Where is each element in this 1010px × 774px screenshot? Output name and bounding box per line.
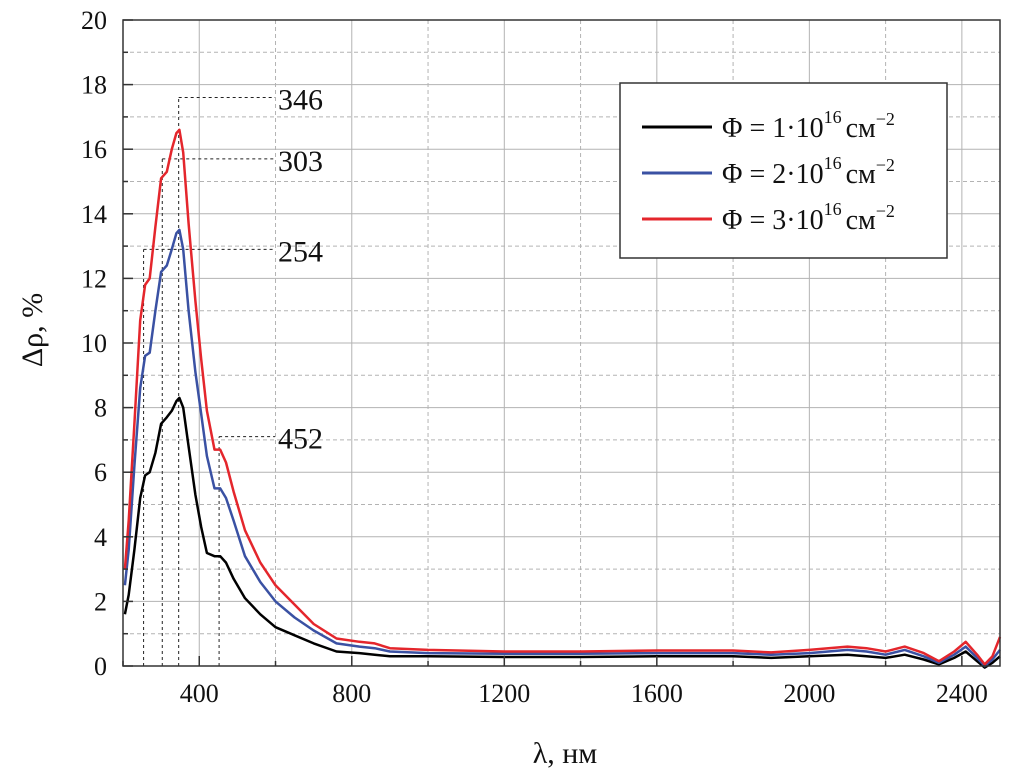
x-tick-label: 1200: [478, 679, 530, 708]
peak-guides: [143, 97, 275, 666]
y-tick-label: 6: [94, 458, 107, 487]
series-line-3: [123, 128, 1002, 666]
legend: Φ = 1·1016 см−2 Φ = 2·1016 см−2 Φ = 3·1016…: [619, 82, 948, 259]
y-tick-label: 18: [81, 71, 107, 100]
y-tick-label: 10: [81, 329, 107, 358]
peak-labels: 254 303 346 452: [278, 84, 323, 456]
x-axis-title: λ, нм: [533, 737, 598, 770]
peak-label-254: 254: [278, 235, 323, 268]
peak-label-346: 346: [278, 84, 323, 117]
y-tick-label: 12: [81, 264, 107, 293]
legend-label-2: Φ = 2·1016 см−2: [722, 153, 895, 190]
y-tick-label: 20: [81, 6, 107, 35]
legend-label-3: Φ = 3·1016 см−2: [722, 199, 895, 236]
x-tick-label: 800: [332, 679, 371, 708]
series-lines: [123, 128, 1002, 669]
peak-label-452: 452: [278, 423, 323, 456]
y-tick-label: 16: [81, 135, 107, 164]
series-line-1: [123, 396, 1001, 669]
axis-ticks: [122, 19, 963, 667]
y-tick-label: 14: [81, 200, 107, 229]
legend-label-1: Φ = 1·1016 см−2: [722, 107, 895, 144]
y-tick-label: 4: [94, 523, 107, 552]
tick-labels: 400 800 1200 1600 2000 2400 0 2 4 6 8 10 12 14 16 18 20: [81, 6, 988, 708]
x-tick-label: 2000: [783, 679, 835, 708]
y-tick-label: 8: [94, 394, 107, 423]
x-tick-label: 2400: [936, 679, 988, 708]
x-tick-label: 1600: [631, 679, 683, 708]
x-tick-label: 400: [180, 679, 219, 708]
peak-label-303: 303: [278, 145, 323, 178]
legend-box: [619, 82, 948, 259]
y-tick-label: 2: [94, 587, 107, 616]
series-line-2: [123, 228, 1001, 668]
y-axis-title: Δρ, %: [16, 293, 49, 367]
y-tick-label: 0: [94, 652, 107, 681]
